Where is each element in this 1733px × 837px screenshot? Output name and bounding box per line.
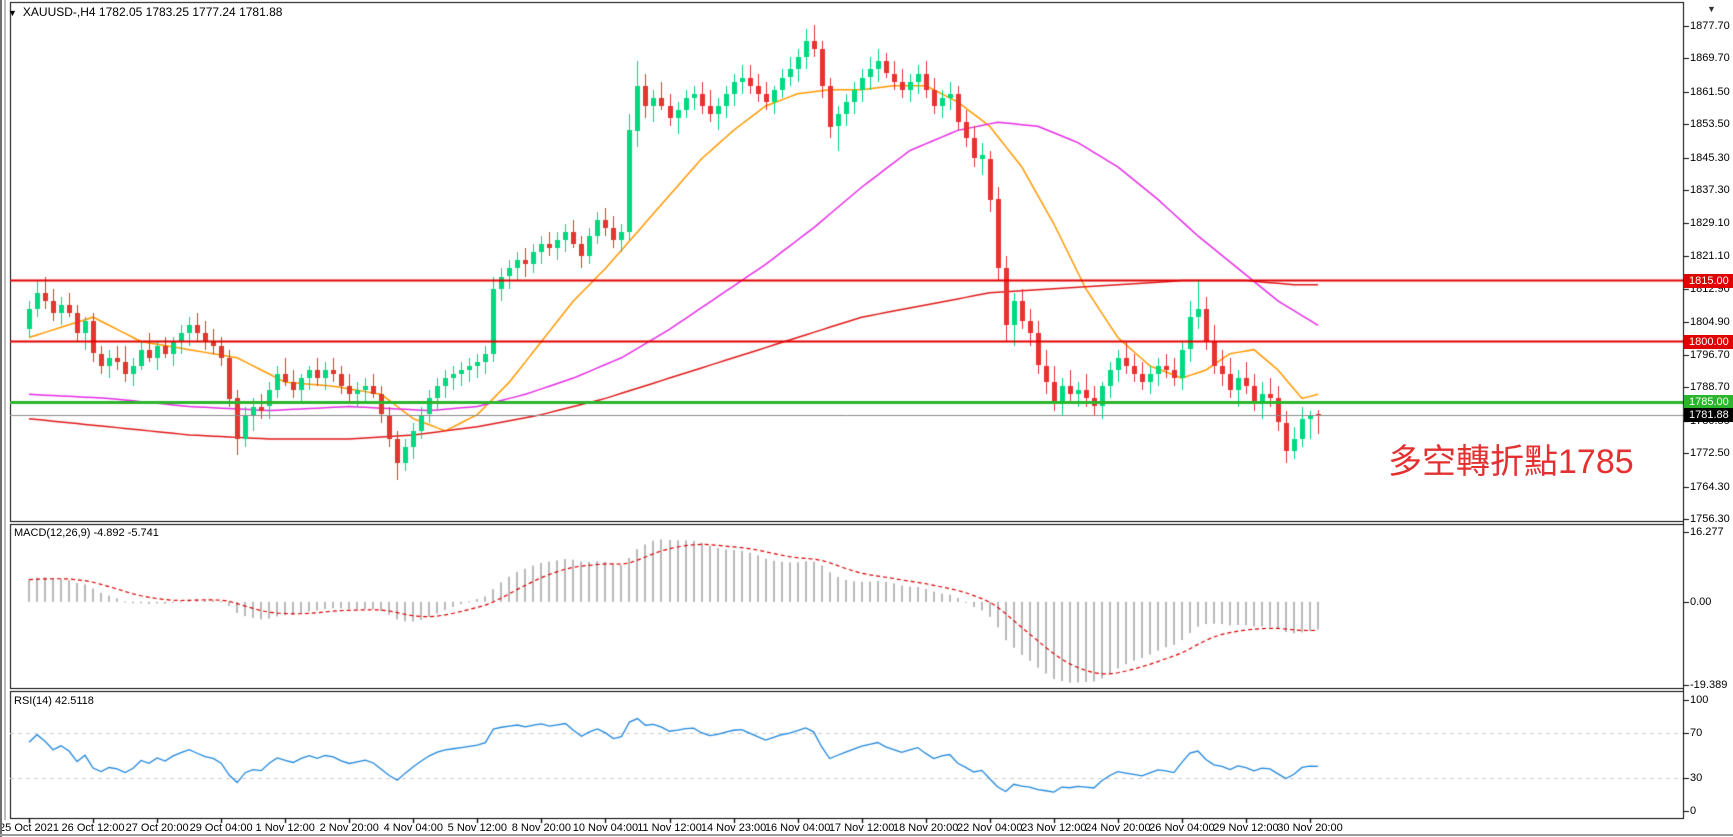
mt4-chart-window: ▼ XAUUSD-,H4 1782.05 1783.25 1777.24 1781… — [0, 0, 1733, 837]
chart-canvas[interactable] — [0, 0, 1733, 837]
